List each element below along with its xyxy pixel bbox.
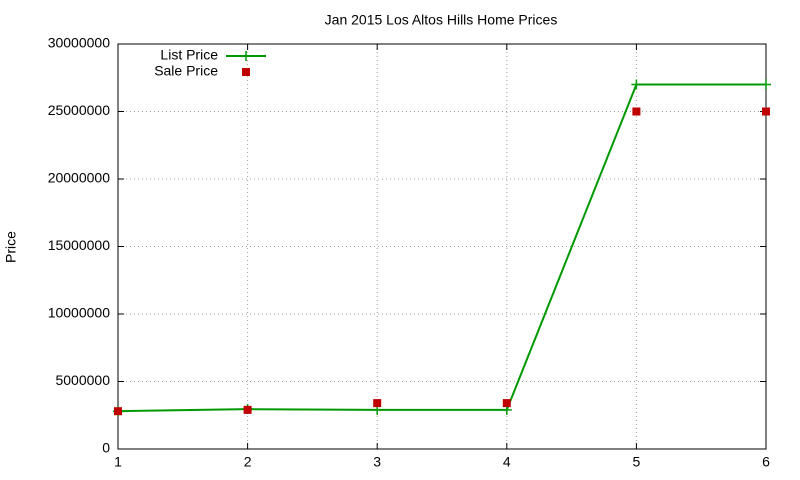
legend-marker xyxy=(242,68,250,76)
y-tick-label: 5000000 xyxy=(55,372,110,388)
y-axis-label: Price xyxy=(3,231,19,263)
legend-label: Sale Price xyxy=(154,63,218,79)
scatter-point xyxy=(632,107,641,116)
x-tick-label: 1 xyxy=(114,454,122,470)
y-tick-label: 15000000 xyxy=(48,237,111,253)
line-point xyxy=(761,79,771,90)
line-point xyxy=(631,79,642,90)
x-tick-label: 6 xyxy=(762,454,770,470)
scatter-point xyxy=(373,399,382,408)
chart-title: Jan 2015 Los Altos Hills Home Prices xyxy=(325,12,558,28)
y-tick-label: 20000000 xyxy=(48,170,111,186)
legend-marker xyxy=(241,51,251,61)
plot-frame xyxy=(117,43,767,450)
legend-label: List Price xyxy=(160,47,218,63)
y-tick-label: 0 xyxy=(102,440,110,456)
y-tick-label: 30000000 xyxy=(48,35,111,51)
x-tick-label: 2 xyxy=(244,454,252,470)
scatter-point xyxy=(114,407,122,416)
scatter-point xyxy=(762,107,770,116)
x-tick-label: 5 xyxy=(633,454,641,470)
y-tick-label: 10000000 xyxy=(48,305,111,321)
x-tick-label: 3 xyxy=(373,454,381,470)
x-tick-label: 4 xyxy=(503,454,511,470)
series-line xyxy=(117,83,766,413)
y-tick-label: 25000000 xyxy=(48,102,111,118)
scatter-point xyxy=(243,405,252,414)
scatter-point xyxy=(502,399,511,408)
